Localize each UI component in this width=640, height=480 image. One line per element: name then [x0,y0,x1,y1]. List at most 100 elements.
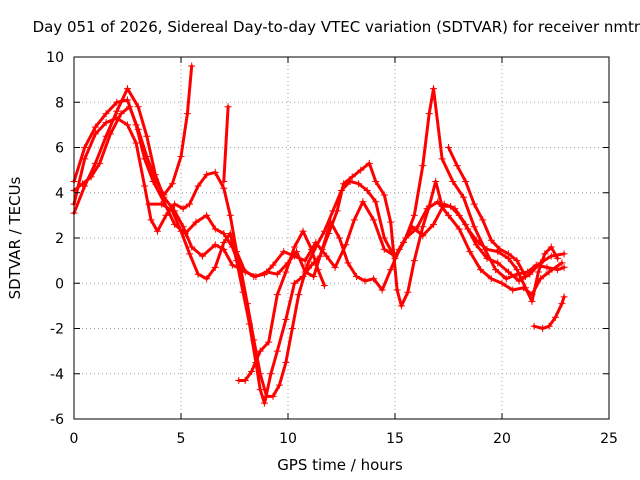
series-3 [70,85,568,294]
data-point [299,227,307,235]
x-axis-label: GPS time / hours [277,456,403,474]
data-point [211,225,219,233]
data-point [273,347,281,355]
data-point [342,241,350,249]
data-point [256,386,264,394]
data-point [479,216,487,224]
data-point [344,259,352,267]
data-point [365,159,373,167]
data-point [372,198,380,206]
data-point [192,218,200,226]
data-point [203,275,211,283]
data-point [355,180,363,188]
data-point [81,144,89,151]
data-point [560,263,568,271]
data-point [282,315,290,323]
data-point [145,200,153,208]
data-point [179,223,187,231]
data-point [290,279,298,287]
data-point [438,155,446,163]
data-point [445,144,452,151]
data-point [522,272,530,280]
data-point [447,202,455,210]
data-point [312,243,320,251]
data-point [464,225,472,233]
data-point [558,300,566,308]
data-point [308,261,316,269]
data-point [143,132,151,140]
data-point [87,173,95,181]
data-point [186,200,194,208]
data-point [211,263,219,271]
data-point [504,268,512,276]
data-point [372,177,380,185]
data-point [323,252,331,260]
x-tick-label: 5 [177,431,186,447]
x-tick-label: 20 [493,431,511,447]
series-8 [445,144,530,280]
data-point [226,211,234,219]
data-point [455,225,463,233]
data-point [316,252,324,260]
series-line [222,105,230,183]
data-point [404,288,412,296]
data-point [162,211,170,219]
data-point [177,227,185,235]
data-point [211,241,219,249]
data-point [397,302,405,310]
data-point [509,286,517,294]
y-tick-label: 6 [55,141,64,157]
y-tick-label: 10 [46,50,64,66]
data-point [487,275,495,283]
y-axis-label: SDTVAR / TECUs [6,176,24,299]
data-point [419,162,427,170]
data-point [177,153,185,161]
data-point [288,325,296,332]
y-tick-label: -4 [50,367,64,383]
data-point [455,211,463,219]
y-axis: -6 -4 -2 0 2 4 6 8 10 [46,50,609,428]
data-point [124,85,131,93]
data-point [151,175,159,183]
data-point [269,261,277,269]
data-point [113,98,121,106]
data-point [419,223,427,231]
data-point [340,180,348,188]
data-point [320,282,328,290]
grid [74,57,609,419]
data-point [265,338,273,346]
data-point [359,198,367,206]
data-point [96,159,104,167]
data-point [275,381,283,389]
data-point [273,291,281,299]
series-9 [530,293,568,332]
data-point [102,119,110,127]
data-point [310,272,318,280]
data-point [233,257,241,265]
data-point [81,155,89,163]
data-point [477,266,485,274]
data-point [308,245,316,253]
data-point [513,266,521,274]
data-point [194,182,202,190]
data-point [260,399,268,407]
series-line [72,64,194,197]
data-point [203,171,211,179]
x-axis: 0 5 10 15 20 25 [70,57,618,447]
y-tick-label: 4 [55,186,64,202]
x-tick-label: 15 [386,431,404,447]
data-point [301,257,309,265]
data-point [395,245,403,253]
data-point [273,270,281,278]
data-point [410,211,418,219]
data-point [314,266,322,274]
data-point [295,291,303,299]
data-point [248,367,256,375]
data-point [141,182,149,190]
data-point [186,250,194,258]
data-point [299,272,307,280]
data-point [425,110,433,118]
data-point [188,62,196,70]
data-point [203,211,211,219]
data-point [453,162,461,170]
